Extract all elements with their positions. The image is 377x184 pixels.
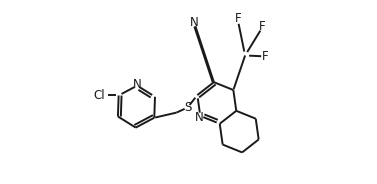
Text: F: F xyxy=(234,13,241,25)
Text: N: N xyxy=(133,78,142,91)
Text: Cl: Cl xyxy=(93,89,104,102)
Text: S: S xyxy=(184,101,191,114)
Text: F: F xyxy=(259,20,266,33)
Text: F: F xyxy=(262,50,268,63)
Text: N: N xyxy=(190,16,199,29)
Text: N: N xyxy=(195,111,204,124)
